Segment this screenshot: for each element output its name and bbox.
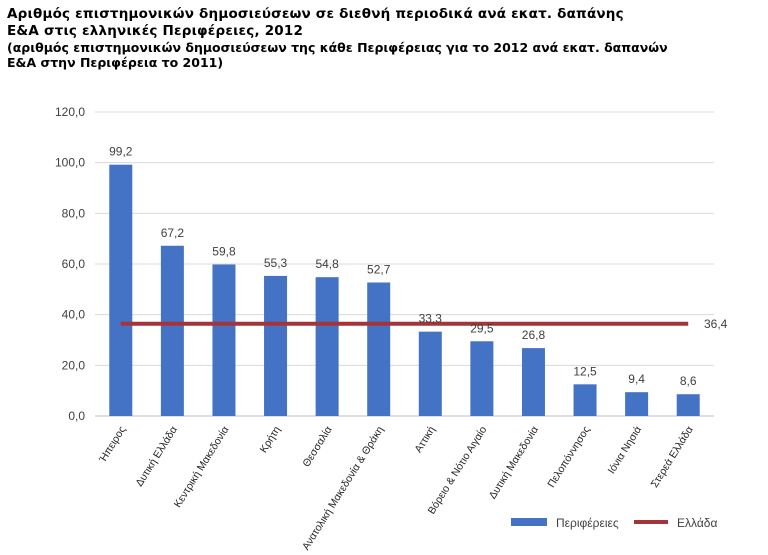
bar xyxy=(521,348,545,416)
bar xyxy=(212,264,236,416)
reference-value-label: 36,4 xyxy=(704,317,728,331)
bar xyxy=(315,277,339,416)
category-label: Θεσσαλία xyxy=(300,424,334,469)
bars xyxy=(109,164,700,416)
value-label: 12,5 xyxy=(573,364,597,378)
category-label: Πελοπόννησος xyxy=(545,424,592,490)
bar xyxy=(625,392,649,416)
category-label: Στερεά Ελλάδα xyxy=(649,424,696,490)
bar xyxy=(264,275,288,416)
bar xyxy=(573,384,597,416)
reference-line-group: 36,4 xyxy=(120,317,728,331)
chart-title-line-1: Αριθμός επιστημονικών δημοσιεύσεων σε δι… xyxy=(7,6,624,22)
y-tick-label: 60,0 xyxy=(62,257,86,271)
legend: Περιφέρειες Ελλάδα xyxy=(511,516,717,530)
bar xyxy=(676,394,700,416)
value-label: 55,3 xyxy=(264,256,288,270)
value-labels: 99,2 67,2 59,8 55,3 54,8 52,7 33,3 29,5 26,8 12,5… xyxy=(109,145,697,389)
chart-subtitle-line-1: (αριθμός επιστημονικών δημοσιεύσεων της … xyxy=(7,40,668,55)
chart-title-line-2: Ε&Α στις ελληνικές Περιφέρειες, 2012 xyxy=(7,23,304,39)
bar xyxy=(160,245,184,416)
y-tick-label: 100,0 xyxy=(55,156,85,170)
value-label: 59,8 xyxy=(212,245,236,259)
value-label: 8,6 xyxy=(680,374,697,388)
bar xyxy=(418,331,442,416)
category-label: Δυτική Μακεδονία xyxy=(487,424,541,501)
y-tick-label: 20,0 xyxy=(62,358,86,372)
category-label: Αττική xyxy=(412,424,437,455)
bar xyxy=(367,282,391,416)
category-label: Ιόνια Νησιά xyxy=(606,424,645,476)
y-tick-label: 40,0 xyxy=(62,308,86,322)
value-label: 33,3 xyxy=(419,312,443,326)
value-label: 99,2 xyxy=(109,145,133,159)
category-label: Κεντρική Μακεδονία xyxy=(172,424,232,510)
value-label: 9,4 xyxy=(628,372,645,386)
y-tick-label: 80,0 xyxy=(62,206,86,220)
category-label: Δυτική Ελλάδα xyxy=(133,424,180,489)
value-label: 26,8 xyxy=(522,328,546,342)
category-label: Βόρειο & Νότιο Αιγαίο xyxy=(426,424,490,516)
value-label: 52,7 xyxy=(367,262,391,276)
gridlines xyxy=(95,111,714,417)
y-axis: 0,0 20,0 40,0 60,0 80,0 100,0 120,0 xyxy=(55,105,85,423)
value-label: 54,8 xyxy=(315,257,339,271)
bar xyxy=(470,341,494,416)
value-label: 67,2 xyxy=(161,226,185,240)
value-label: 29,5 xyxy=(470,321,494,335)
category-label: Κρήτη xyxy=(258,424,284,455)
bar xyxy=(109,164,133,416)
legend-bar-label: Περιφέρειες xyxy=(556,516,619,530)
category-label: Ήπειρος xyxy=(96,424,128,465)
y-tick-label: 120,0 xyxy=(55,105,85,119)
y-tick-label: 0,0 xyxy=(68,409,85,423)
title-block: Αριθμός επιστημονικών δημοσιεύσεων σε δι… xyxy=(7,6,757,70)
legend-line-label: Ελλάδα xyxy=(677,516,717,530)
chart-subtitle-line-2: Ε&Α στην Περιφέρεια το 2011) xyxy=(7,55,224,70)
legend-bar-swatch xyxy=(511,518,547,526)
